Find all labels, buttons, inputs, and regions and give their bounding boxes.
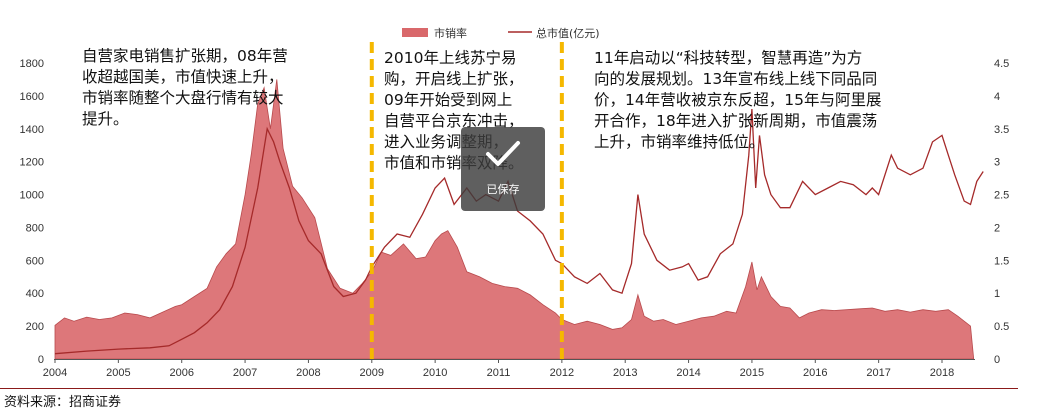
x-tick-label: 2004 — [43, 367, 67, 379]
market-cap-line — [54, 108, 984, 355]
checkmark-icon — [486, 141, 520, 166]
annotation-period-1: 自营家电销售扩张期，08年营 收超越国美，市值快速上升， 市销率随整个大盘行情有… — [82, 47, 288, 128]
x-tick-label: 2015 — [740, 367, 764, 379]
x-tick-label: 2013 — [613, 367, 637, 379]
legend-swatch-ps-ratio — [402, 28, 428, 37]
y-left-tick-label: 200 — [26, 321, 44, 333]
x-tick-label: 2016 — [803, 367, 827, 379]
y-right-tick-label: 2 — [994, 222, 1000, 234]
y-right-tick-label: 0 — [994, 354, 1000, 366]
x-tick-label: 2012 — [550, 367, 574, 379]
x-tick-label: 2005 — [106, 367, 130, 379]
saved-toast-label: 已保存 — [486, 183, 520, 196]
y-left-tick-label: 1600 — [20, 91, 44, 103]
x-tick-label: 2018 — [930, 367, 954, 379]
source-note: 资料来源：招商证券 — [4, 395, 122, 410]
y-right-tick-label: 3.5 — [994, 124, 1009, 136]
y-left-tick-label: 1000 — [20, 190, 44, 202]
x-tick-label: 2014 — [676, 367, 700, 379]
x-tick-label: 2011 — [487, 367, 511, 379]
y-left-tick-label: 1200 — [20, 157, 44, 169]
y-right-tick-label: 3 — [994, 157, 1000, 169]
y-right-tick-label: 4 — [994, 91, 1000, 103]
y-left-tick-label: 0 — [38, 354, 44, 366]
ps-ratio-area — [54, 79, 975, 360]
x-tick-label: 2010 — [423, 367, 447, 379]
legend: 市销率 总市值(亿元) — [402, 26, 600, 40]
y-right-tick-label: 1 — [994, 288, 1000, 300]
saved-toast: 已保存 — [461, 127, 545, 211]
legend-label-ps-ratio: 市销率 — [434, 26, 467, 40]
y-right-tick-label: 4.5 — [994, 58, 1009, 70]
legend-label-market-cap: 总市值(亿元) — [536, 26, 600, 40]
x-tick-label: 2007 — [233, 367, 257, 379]
x-tick-label: 2008 — [296, 367, 320, 379]
y-right-tick-label: 0.5 — [994, 321, 1009, 333]
y-right-tick-label: 2.5 — [994, 190, 1009, 202]
y-left-tick-label: 600 — [26, 255, 44, 267]
y-left-tick-label: 1400 — [20, 124, 44, 136]
y-right-tick-label: 1.5 — [994, 255, 1009, 267]
annotation-period-3: 11年启动以“科技转型，智慧再造”为方 向的发展规划。13年宣布线上线下同品同 … — [594, 49, 882, 151]
x-tick-label: 2017 — [866, 367, 890, 379]
x-tick-label: 2009 — [360, 367, 384, 379]
y-left-tick-label: 1800 — [20, 58, 44, 70]
y-left-tick-label: 400 — [26, 288, 44, 300]
x-tick-label: 2006 — [169, 367, 193, 379]
y-left-tick-label: 800 — [26, 222, 44, 234]
